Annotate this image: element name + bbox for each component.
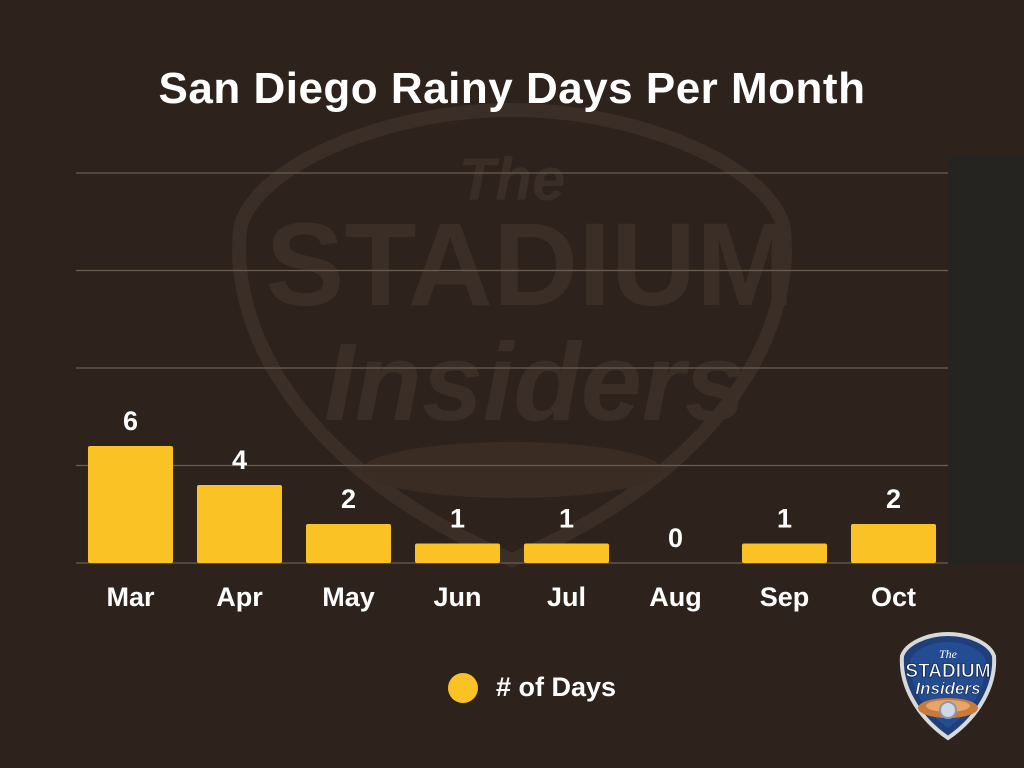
value-label-mar: 6 xyxy=(123,406,138,436)
bar-oct xyxy=(850,524,937,563)
legend-label: # of Days xyxy=(495,672,617,702)
value-labels: 6 4 2 1 1 0 1 2 xyxy=(123,406,901,553)
value-label-jul: 1 xyxy=(559,504,574,534)
watermark-badge-outline xyxy=(232,102,792,568)
tick-label-jun: Jun xyxy=(433,582,481,612)
watermark-stadium: STADIUM xyxy=(266,199,795,331)
watermark-insiders: Insiders xyxy=(324,321,746,444)
logo-the: The xyxy=(939,647,958,661)
watermark-stadium-shape xyxy=(362,442,662,498)
value-label-oct: 2 xyxy=(886,484,901,514)
logo-insiders: Insiders xyxy=(915,679,980,698)
chart-title: San Diego Rainy Days Per Month xyxy=(158,64,866,113)
bar-sep xyxy=(741,543,828,563)
value-label-aug: 0 xyxy=(668,523,683,553)
tick-label-jul: Jul xyxy=(547,582,586,612)
bar-may xyxy=(305,524,392,563)
bar-jun xyxy=(414,543,501,563)
value-label-jun: 1 xyxy=(450,504,465,534)
value-label-apr: 4 xyxy=(232,445,247,475)
tick-label-apr: Apr xyxy=(216,582,263,612)
bar-apr xyxy=(196,485,283,563)
bar-jul xyxy=(523,543,610,563)
legend-swatch xyxy=(447,672,478,703)
value-label-may: 2 xyxy=(341,484,356,514)
value-label-sep: 1 xyxy=(777,504,792,534)
logo-stadium: STADIUM xyxy=(905,661,990,682)
bar-mar xyxy=(87,446,174,563)
stadium-insiders-logo-icon: The STADIUM Insiders xyxy=(899,631,997,741)
watermark: The STADIUM Insiders xyxy=(232,102,795,568)
tick-label-may: May xyxy=(322,582,375,612)
tick-label-mar: Mar xyxy=(106,582,155,612)
tick-label-aug: Aug xyxy=(649,582,701,612)
tick-label-sep: Sep xyxy=(760,582,810,612)
tick-label-oct: Oct xyxy=(871,582,916,612)
legend: # of Days xyxy=(0,672,1024,703)
x-tick-labels: Mar Apr May Jun Jul Aug Sep Oct xyxy=(106,582,916,612)
bars xyxy=(87,446,937,563)
side-panel xyxy=(948,155,1024,565)
watermark-the: The xyxy=(459,146,566,213)
